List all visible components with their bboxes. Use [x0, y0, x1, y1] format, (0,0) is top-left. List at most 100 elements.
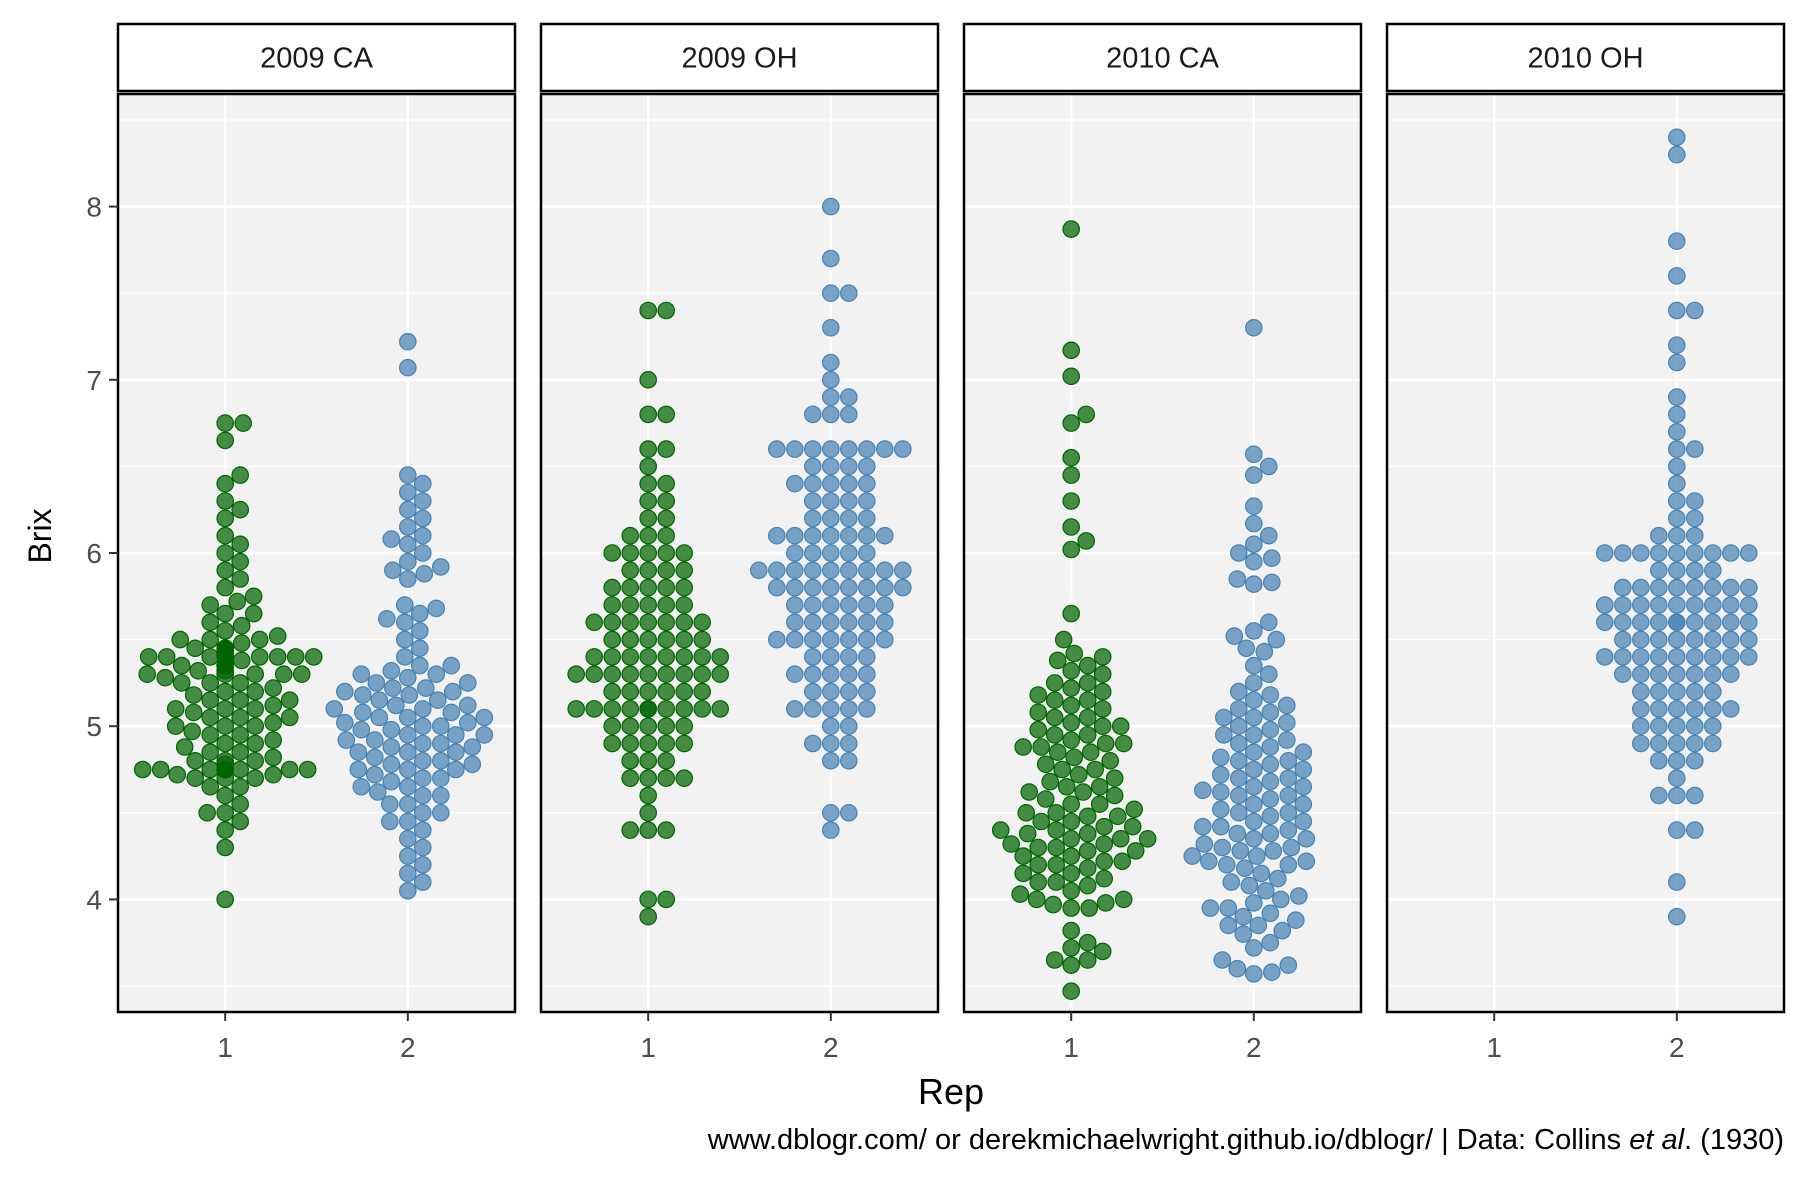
data-point: [216, 509, 234, 528]
data-point: [216, 474, 234, 493]
data-point: [335, 682, 354, 701]
data-point: [337, 731, 356, 749]
data-point: [370, 691, 389, 709]
data-point: [785, 561, 804, 580]
data-point: [1036, 755, 1055, 774]
data-point: [1093, 700, 1112, 718]
data-point: [1650, 734, 1668, 753]
data-point: [1062, 679, 1080, 697]
data-point: [1632, 665, 1650, 683]
data-point: [821, 353, 840, 372]
data-point: [803, 474, 822, 493]
data-point: [803, 613, 822, 632]
data-point: [1686, 682, 1704, 701]
data-point: [1014, 738, 1032, 756]
data-point: [1111, 829, 1130, 848]
data-point: [1078, 691, 1097, 709]
caption-suffix: . (1930): [1684, 1124, 1784, 1156]
data-point: [183, 722, 201, 741]
data-point: [1062, 713, 1080, 732]
data-point: [1261, 738, 1280, 756]
data-point: [380, 812, 399, 831]
data-point: [1261, 755, 1280, 774]
data-point: [198, 803, 216, 822]
data-point: [1650, 613, 1668, 632]
data-point: [603, 682, 621, 701]
data-point: [839, 665, 858, 683]
data-point: [1260, 665, 1278, 683]
series-rep1: [991, 220, 1157, 1000]
data-point: [246, 751, 264, 770]
data-point: [803, 457, 822, 476]
data-point: [1261, 933, 1280, 952]
data-point: [1668, 128, 1686, 147]
data-point: [156, 668, 174, 687]
data-point: [1093, 648, 1112, 666]
data-point: [1668, 301, 1686, 320]
data-point: [785, 700, 804, 718]
data-point: [1668, 509, 1686, 528]
data-point: [821, 492, 840, 510]
data-point: [1245, 812, 1263, 831]
data-point: [1062, 899, 1080, 917]
data-point: [138, 665, 156, 683]
data-point: [821, 648, 840, 666]
data-point: [231, 466, 249, 484]
data-point: [398, 518, 417, 536]
data-point: [1650, 578, 1668, 597]
data-point: [264, 765, 282, 784]
data-point: [1093, 665, 1112, 683]
data-point: [803, 405, 822, 424]
caption-italic: et al: [1629, 1124, 1685, 1156]
data-point: [1686, 786, 1704, 805]
data-point: [246, 700, 264, 718]
data-point: [675, 682, 693, 701]
data-point: [1596, 613, 1614, 632]
data-point: [1632, 648, 1650, 666]
data-point: [446, 726, 465, 744]
data-point: [1686, 821, 1704, 839]
data-point: [264, 731, 282, 749]
facet-panel: 2010 OH 1 2: [1385, 22, 1786, 1063]
data-point: [280, 760, 299, 779]
data-point: [1078, 859, 1097, 877]
data-point: [413, 838, 432, 857]
data-point: [839, 526, 858, 545]
data-point: [1078, 656, 1097, 675]
data-point: [410, 622, 429, 640]
data-point: [639, 803, 657, 822]
data-point: [1029, 720, 1047, 739]
data-point: [1090, 795, 1109, 813]
data-point: [675, 596, 693, 614]
data-point: [893, 440, 912, 458]
data-point: [1279, 786, 1298, 805]
data-point: [201, 648, 219, 666]
data-point: [875, 561, 894, 580]
data-point: [232, 616, 251, 635]
data-point: [1596, 596, 1614, 614]
data-point: [639, 370, 657, 389]
data-point: [857, 526, 876, 545]
data-point: [1095, 817, 1113, 836]
facet-label: 2009 CA: [260, 43, 374, 75]
data-point: [1245, 795, 1263, 813]
data-point: [1596, 544, 1614, 562]
data-point: [621, 717, 639, 735]
data-point: [1263, 549, 1281, 567]
data-point: [1668, 405, 1686, 424]
data-point: [1245, 656, 1263, 675]
data-point: [1278, 731, 1296, 749]
data-point: [166, 717, 185, 735]
data-point: [675, 700, 693, 718]
data-point: [893, 561, 912, 580]
data-point: [231, 777, 249, 796]
data-point: [821, 561, 840, 580]
data-point: [1047, 838, 1065, 857]
data-point: [857, 700, 876, 718]
data-point: [1668, 786, 1686, 805]
data-point: [657, 301, 675, 320]
data-point: [821, 700, 840, 718]
data-point: [875, 596, 894, 614]
data-point: [413, 803, 432, 822]
data-point: [1686, 578, 1704, 597]
